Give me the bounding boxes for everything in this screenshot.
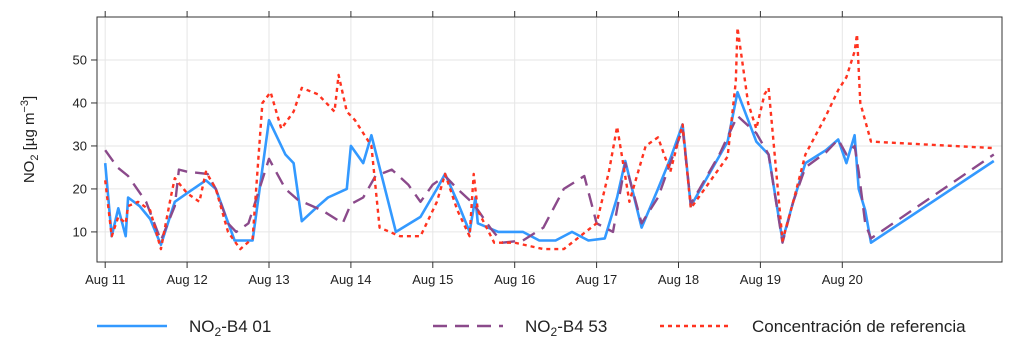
y-axis-title-superscript: −3 [19,100,31,113]
x-tick-label: Aug 18 [658,272,699,287]
series-line-2 [104,26,994,251]
legend-label-rest: -B4 53 [557,317,607,336]
y-tick-label: 10 [73,224,87,239]
legend-entry-1: NO2-B4 53 [525,317,607,339]
y-axis: 10 20 30 40 50 [73,52,97,239]
series-layer [103,26,995,251]
legend-label-base: NO [189,317,215,336]
legend-label-subscript: 2 [551,325,558,339]
legend-label-subscript: 2 [215,325,222,339]
y-axis-title-subscript: 2 [29,155,41,161]
legend-entry-2: Concentración de referencia [752,317,966,336]
legend-label-base: NO [525,317,551,336]
plot-frame [96,16,1003,263]
y-tick-label: 40 [73,95,87,110]
x-tick-label: Aug 15 [412,272,453,287]
legend: NO2-B4 01 NO2-B4 53 Concentración de refer… [97,317,966,339]
y-axis-title-base: NO [21,161,38,184]
y-tick-label: 20 [73,181,87,196]
y-tick-label: 30 [73,138,87,153]
x-tick-label: Aug 13 [248,272,289,287]
y-axis-title-unit: [µg m [21,113,38,155]
x-tick-label: Aug 17 [576,272,617,287]
x-tick-label: Aug 19 [740,272,781,287]
y-tick-label: 50 [73,52,87,67]
x-tick-label: Aug 16 [494,272,535,287]
x-tick-label: Aug 12 [166,272,207,287]
x-tick-label: Aug 20 [822,272,863,287]
y-axis-title-unit-close: ] [21,96,38,100]
x-tick-label: Aug 14 [330,272,371,287]
legend-entry-0: NO2-B4 01 [189,317,271,339]
x-axis: Aug 11 Aug 12 Aug 13 Aug 14 Aug 15 Aug 16 Aug … [85,11,863,287]
legend-label-base: Concentración de referencia [752,317,966,336]
x-tick-label: Aug 11 [85,272,125,287]
y-axis-title: NO2 [µg m−3] [19,96,41,183]
legend-label-rest: -B4 01 [221,317,271,336]
